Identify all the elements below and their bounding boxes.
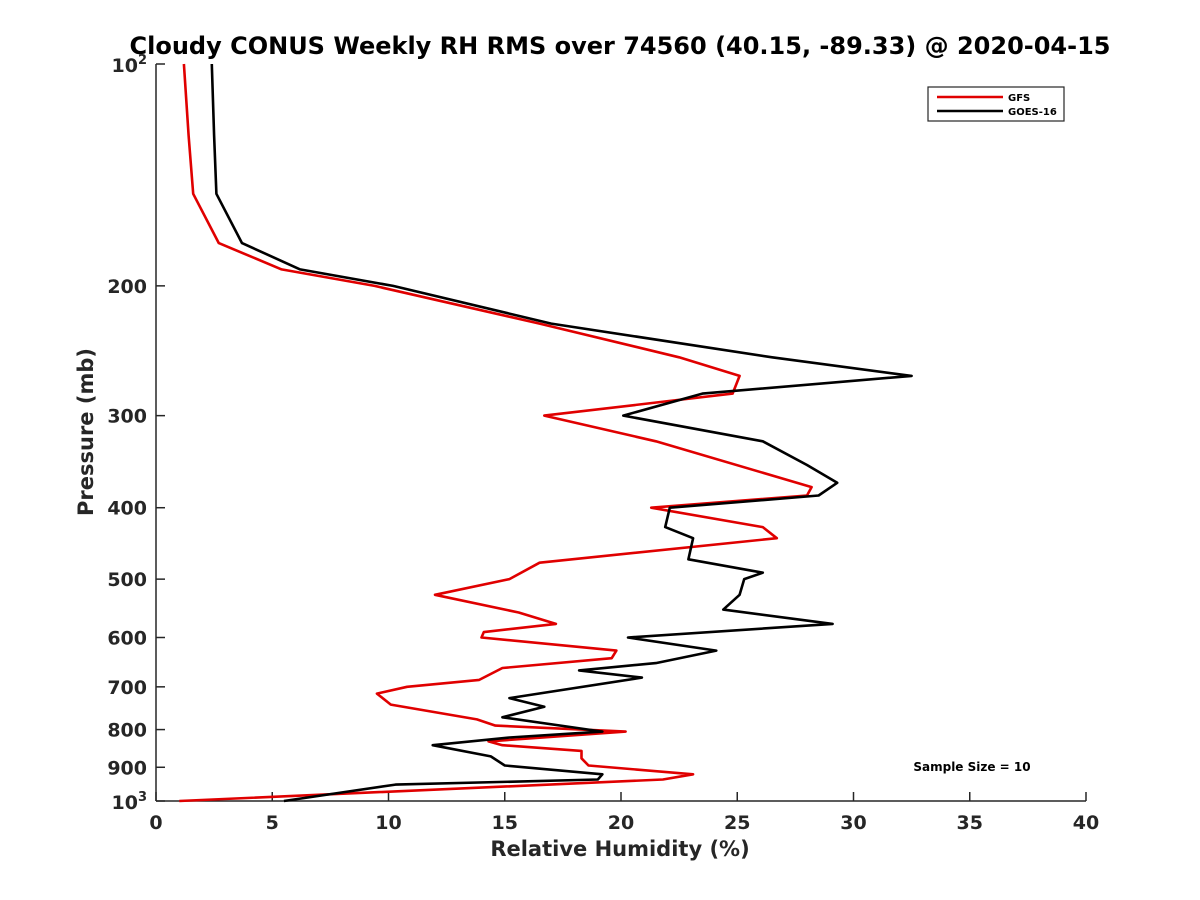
y-tick-label: 102 <box>112 53 148 77</box>
y-tick-label: 600 <box>107 627 147 649</box>
y-tick-label: 700 <box>107 677 147 699</box>
y-tick-label: 300 <box>107 406 147 428</box>
y-tick-label: 400 <box>107 498 147 520</box>
legend-box <box>927 86 1065 122</box>
x-axis-label: Relative Humidity (%) <box>490 837 749 861</box>
x-tick-label: 5 <box>266 812 279 834</box>
chart-title: Cloudy CONUS Weekly RH RMS over 74560 (4… <box>130 32 1111 60</box>
x-tick-label: 35 <box>957 812 983 834</box>
x-tick-label: 20 <box>608 812 634 834</box>
x-tick-label: 40 <box>1073 812 1099 834</box>
sample-size-annotation: Sample Size = 10 <box>913 760 1030 774</box>
y-tick-label: 103 <box>112 790 148 814</box>
series-line-gfs <box>179 63 813 803</box>
legend-label: GFS <box>1008 93 1030 104</box>
series-line-goes-16 <box>210 63 913 803</box>
x-tick-label: 30 <box>840 812 866 834</box>
x-tick-label: 15 <box>492 812 518 834</box>
x-tick-label: 0 <box>149 812 162 834</box>
x-tick-label: 25 <box>724 812 750 834</box>
series-layer <box>179 63 913 803</box>
y-tick-label: 800 <box>107 720 147 742</box>
y-tick-label: 200 <box>107 276 147 298</box>
legend: GFS GOES-16 <box>927 86 1065 122</box>
legend-label: GOES-16 <box>1008 107 1057 118</box>
y-tick-label: 500 <box>107 569 147 591</box>
y-tick-label: 900 <box>107 757 147 779</box>
y-axis-label: Pressure (mb) <box>74 348 98 516</box>
axes: 0 5 10 15 20 25 30 35 40 102 200 300 400 500 600 700 800… <box>107 53 1099 834</box>
x-tick-label: 10 <box>375 812 401 834</box>
